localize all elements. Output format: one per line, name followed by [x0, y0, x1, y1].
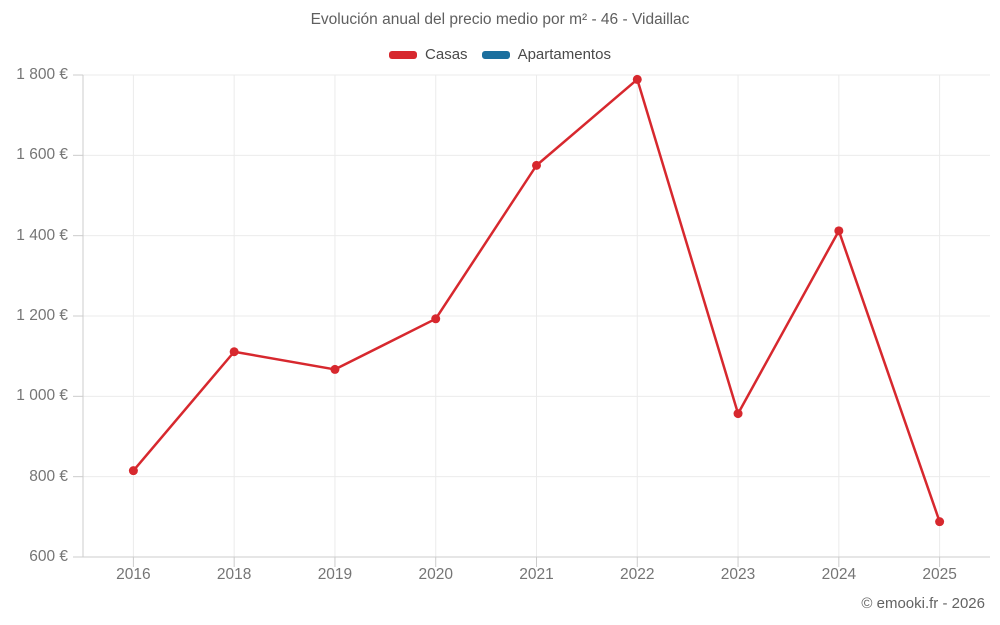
x-axis-label: 2019 [317, 566, 353, 583]
y-axis-label: 1 800 € [16, 66, 68, 83]
legend-label-apartamentos: Apartamentos [517, 46, 611, 63]
y-axis-label: 1 200 € [16, 307, 68, 324]
apartamentos-color-swatch [481, 50, 510, 59]
casas-color-swatch [389, 50, 418, 59]
data-point-casas-2022[interactable] [632, 74, 642, 84]
legend-item-casas[interactable]: Casas [389, 46, 468, 63]
x-axis-label: 2025 [922, 566, 957, 583]
x-axis-label: 2023 [720, 566, 756, 583]
y-axis-label: 1 600 € [16, 146, 68, 164]
data-point-casas-2023[interactable] [733, 409, 743, 419]
x-axis-label: 2016 [116, 566, 151, 583]
x-axis-label: 2022 [620, 566, 655, 583]
x-axis-label: 2018 [216, 566, 252, 583]
data-point-casas-2025[interactable] [935, 517, 945, 527]
x-axis-label: 2024 [821, 566, 857, 583]
legend-item-apartamentos[interactable]: Apartamentos [481, 46, 611, 63]
legend-label-casas: Casas [425, 46, 468, 63]
chart-title: Evolución anual del precio medio por m² … [310, 11, 690, 28]
y-axis-label: 1 400 € [16, 226, 68, 244]
chart-legend: Casas Apartamentos [0, 46, 1000, 63]
data-point-casas-2024[interactable] [834, 226, 844, 236]
data-point-casas-2019[interactable] [330, 364, 340, 374]
footer-credit: © emooki.fr - 2026 [861, 595, 985, 612]
y-axis-label: 800 € [29, 467, 68, 485]
data-point-casas-2021[interactable] [532, 160, 541, 170]
y-axis-label: 1 000 € [16, 387, 68, 405]
x-axis-label: 2021 [519, 566, 554, 583]
y-axis-label: 600 € [29, 548, 68, 565]
data-point-casas-2016[interactable] [128, 466, 138, 476]
data-point-casas-2018[interactable] [229, 347, 239, 357]
x-axis-label: 2020 [418, 566, 453, 583]
data-point-casas-2020[interactable] [431, 314, 441, 324]
